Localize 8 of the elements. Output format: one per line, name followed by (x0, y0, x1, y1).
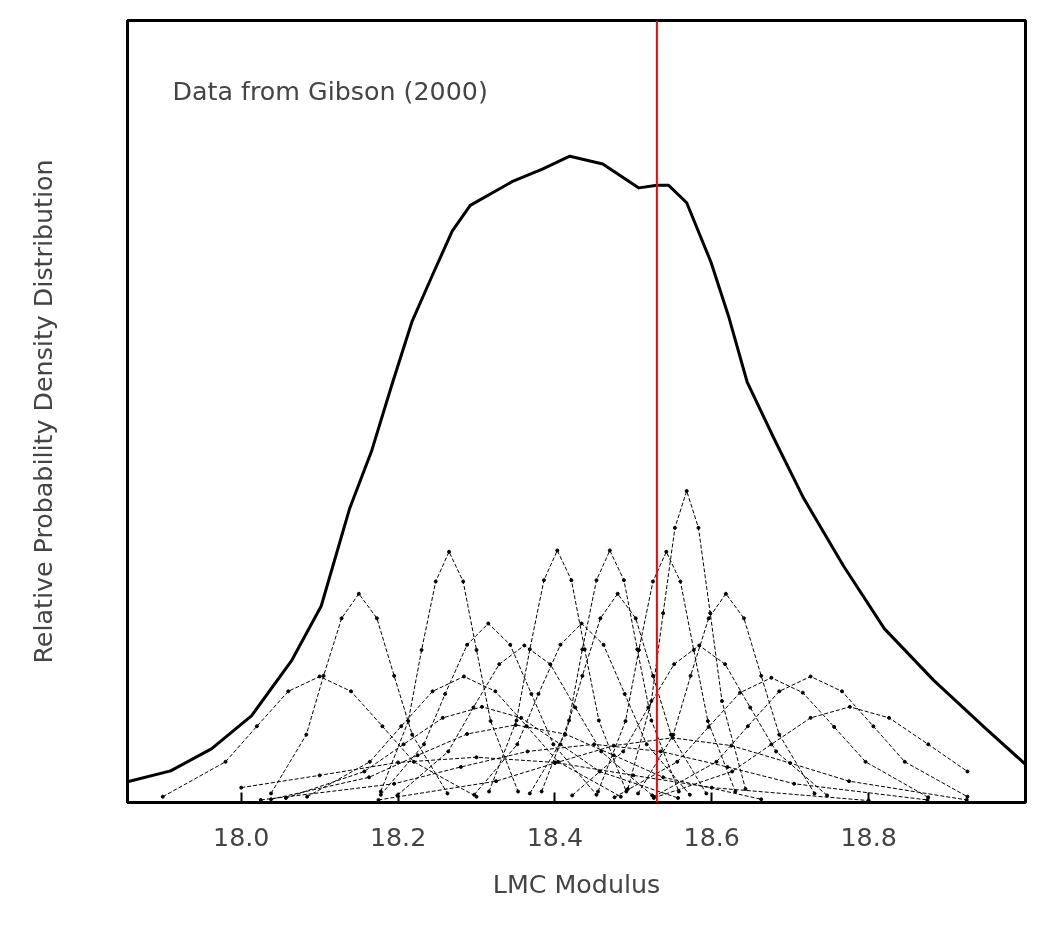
x-tick-label: 18.4 (526, 821, 584, 852)
text: Data from Gibson (2000) (172, 75, 488, 106)
x-axis-title: LMC Modulus (492, 868, 661, 899)
x-tick-label: 18.8 (840, 821, 897, 852)
x-tick-label: 18.6 (683, 821, 740, 852)
x-tick-label: 18.0 (213, 821, 270, 852)
x-tick-label: 18.2 (369, 821, 427, 852)
y-axis-title: Relative Probability Density Distribution (27, 159, 58, 664)
